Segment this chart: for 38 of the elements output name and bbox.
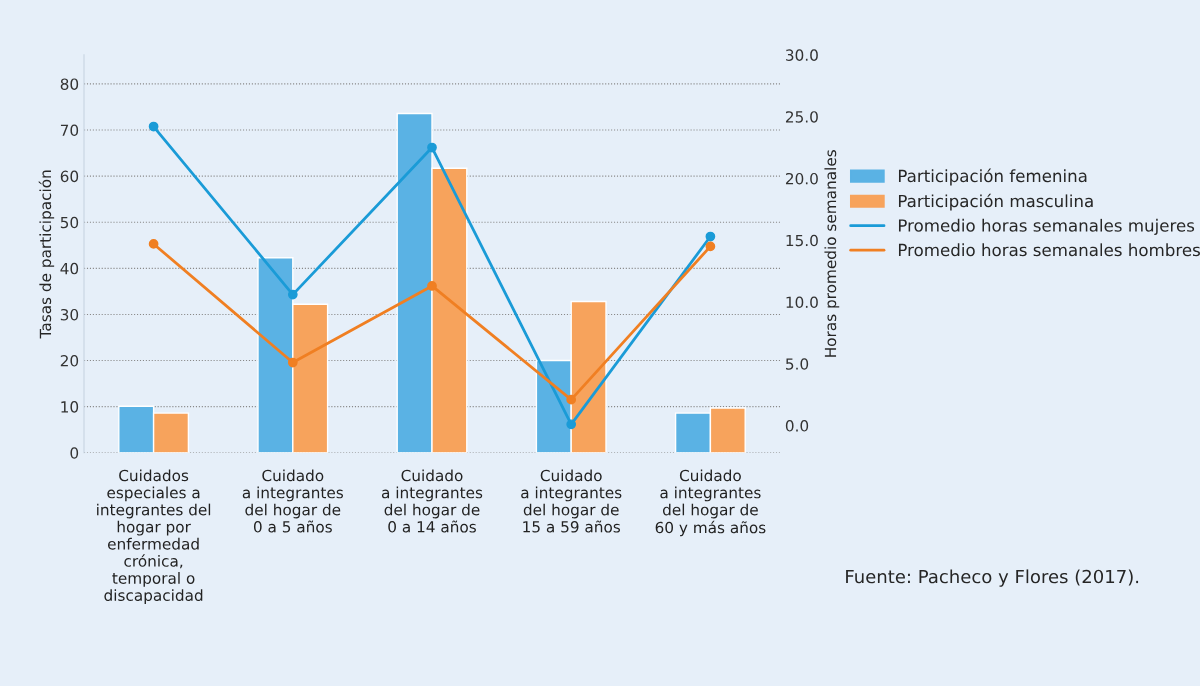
- y-tick-label: 30: [60, 308, 79, 321]
- y2-tick-label: 20.0: [785, 172, 818, 185]
- y2-tick-label: 15.0: [786, 234, 818, 247]
- x-tick-label: Cuidado a integrantes del hogar de 60 y más años: [655, 469, 766, 537]
- y2-tick-label: 30.0: [786, 49, 818, 61]
- point: [287, 289, 298, 300]
- y-tick-label: 80: [60, 78, 79, 90]
- y-tick-label: 50: [60, 216, 79, 229]
- y2-tick-label: 10.0: [786, 296, 818, 309]
- point: [427, 281, 437, 291]
- x-tick-label: Cuidados especiales a integrantes del hogar por enfermedad crónica, temporal o discapacidad: [97, 469, 211, 604]
- y-tick-label: 10: [61, 401, 79, 413]
- y2-axis-title: Horas promedio semanales: [824, 150, 840, 357]
- y-tick-label: 70: [60, 124, 79, 137]
- y2-tick-label: 0.0: [785, 420, 809, 432]
- y-axis-title: Tasas de participación: [38, 170, 55, 339]
- point: [705, 231, 716, 242]
- point: [566, 394, 577, 405]
- point: [705, 241, 716, 252]
- y2-tick-label: 25.0: [785, 111, 818, 123]
- point: [427, 142, 437, 153]
- point: [287, 357, 298, 368]
- y-tick-label: 40: [60, 262, 79, 275]
- x-tick-label: Cuidado a integrantes del hogar de 0 a 5 años: [242, 469, 344, 533]
- y-tick-label: 20: [60, 355, 79, 367]
- legend-label: Participación masculina: [898, 193, 1093, 211]
- x-tick-label: Cuidado a integrantes del hogar de 0 a 14 años: [381, 469, 483, 533]
- source-note: Fuente: Pacheco y Flores (2017).: [846, 569, 1139, 587]
- point: [566, 419, 577, 430]
- y-tick-label: 60: [60, 170, 79, 183]
- point: [148, 121, 159, 132]
- legend-label: Promedio horas semanales mujeres: [898, 218, 1195, 235]
- x-tick-label: Cuidado a integrantes del hogar de 15 a 59 años: [521, 469, 622, 533]
- y2-tick-label: 5.0: [786, 358, 809, 370]
- legend-label: Promedio horas semanales hombres: [898, 243, 1200, 257]
- legend-label: Participación femenina: [898, 168, 1087, 186]
- y-tick-label: 0: [70, 447, 79, 459]
- point: [148, 239, 159, 249]
